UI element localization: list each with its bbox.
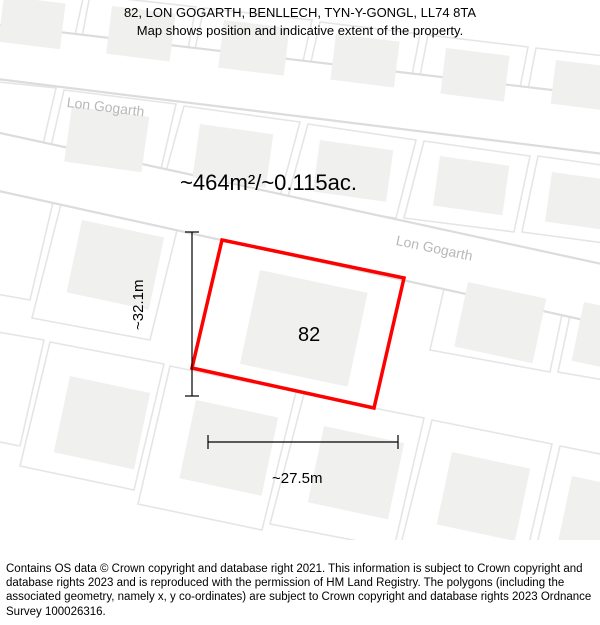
page-container: 82, LON GOGARTH, BENLLECH, TYN-Y-GONGL, … [0, 0, 600, 625]
header-block: 82, LON GOGARTH, BENLLECH, TYN-Y-GONGL, … [0, 4, 600, 39]
plot-number-label: 82 [298, 324, 320, 347]
copyright-footer: Contains OS data © Crown copyright and d… [6, 562, 594, 620]
map-area: ~464m²/~0.115ac. 82 ~32.1m ~27.5m Lon Go… [0, 0, 600, 540]
subtitle-line: Map shows position and indicative extent… [0, 22, 600, 40]
map-svg [0, 0, 600, 540]
vertical-dimension-label: ~32.1m [130, 280, 147, 330]
area-label: ~464m²/~0.115ac. [180, 170, 357, 196]
address-line: 82, LON GOGARTH, BENLLECH, TYN-Y-GONGL, … [0, 4, 600, 22]
horizontal-dimension-label: ~27.5m [272, 470, 322, 487]
